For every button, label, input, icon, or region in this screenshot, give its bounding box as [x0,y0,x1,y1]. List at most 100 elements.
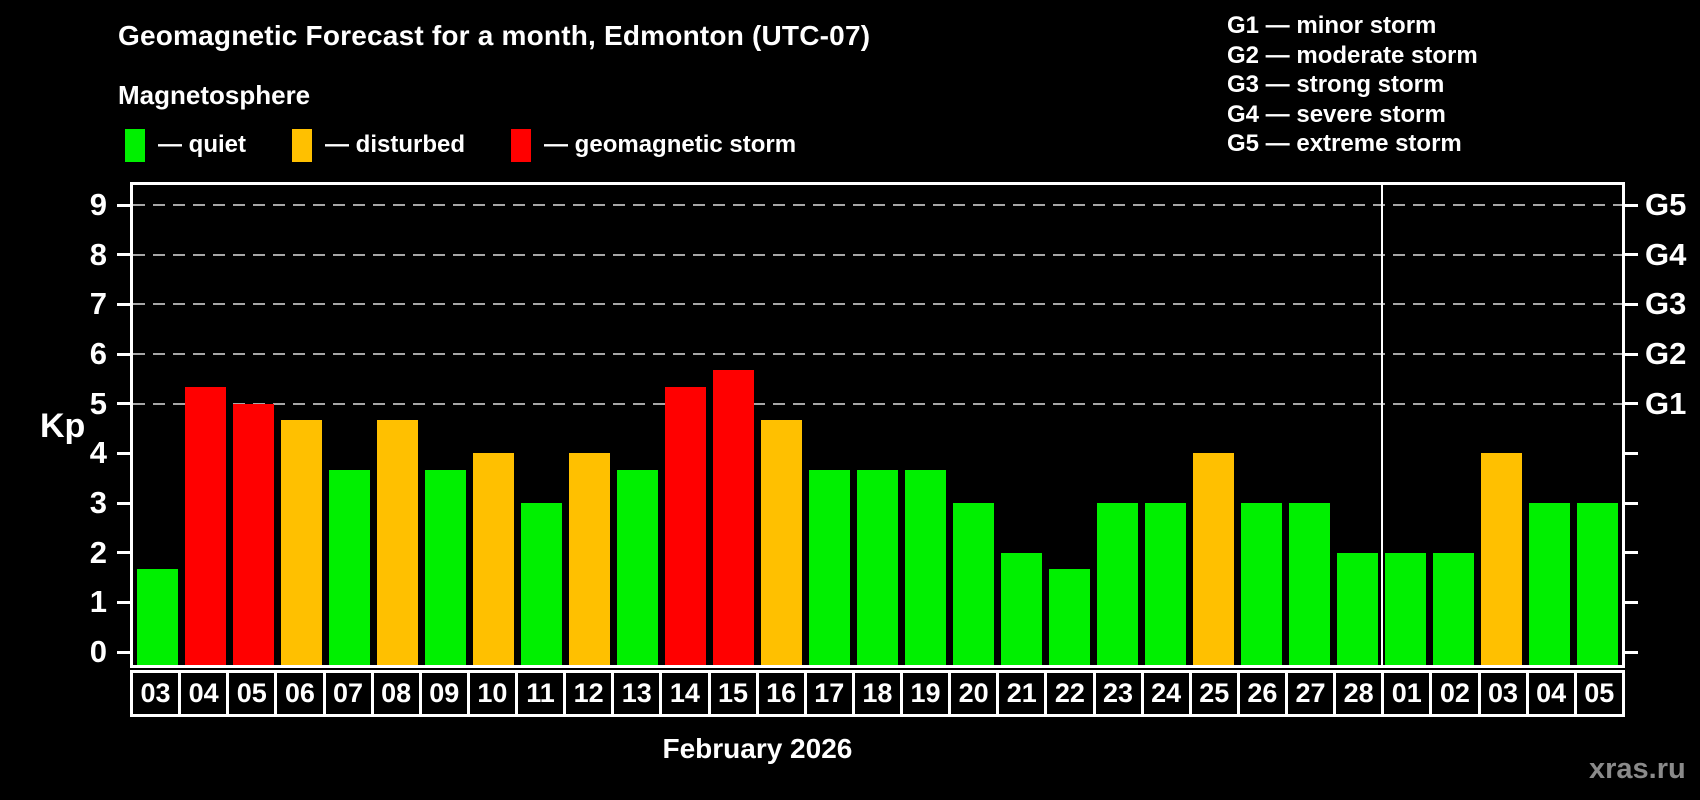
day-label-cell-mar-01: 01 [1381,670,1433,717]
legend-item-storm: — geomagnetic storm [511,128,797,162]
y-tick-label-9: 9 [89,187,107,222]
kp-bar-18 [856,469,898,665]
g-scale-legend: G1 — minor storm G2 — moderate storm G3 — … [1227,11,1478,159]
kp-bar-12 [568,453,610,665]
month-label: February 2026 [662,733,853,764]
magnetosphere-heading: Magnetosphere [118,80,311,110]
left-tick-kp-5 [117,402,130,406]
right-tick-kp-8 [1625,253,1638,257]
kp-bar-26 [1241,503,1283,665]
watermark: xras.ru [1589,753,1686,785]
kp-bar-11 [520,503,562,665]
day-label-cell-feb-19: 19 [900,670,952,717]
kp-bar-06 [280,420,322,665]
kp-bar-03 [1481,453,1523,665]
day-label-cell-feb-23: 23 [1092,670,1144,717]
day-label-cell-feb-07: 07 [322,670,374,717]
g-axis-label-g5: G5 [1645,187,1687,222]
gridline-kp-7 [133,303,1622,306]
g-axis-label-g4: G4 [1645,236,1687,272]
g-axis-label-g2: G2 [1645,336,1687,371]
day-label-cell-feb-06: 06 [274,670,326,717]
right-tick-kp-9 [1625,203,1638,207]
g-axis-label-g3: G3 [1645,286,1687,322]
plot-area [130,182,1625,668]
left-tick-kp-3 [117,501,130,505]
right-tick-kp-2 [1625,551,1638,555]
kp-bar-09 [424,469,466,665]
kp-bar-19 [905,469,947,665]
kp-bar-03 [136,569,178,665]
day-label-cell-feb-13: 13 [611,670,663,717]
legend-item-disturbed: — disturbed [292,128,466,162]
day-label-cell-mar-02: 02 [1429,670,1481,717]
legend-label-storm: — geomagnetic storm [544,131,797,158]
g-scale-legend-line-4: G4 — severe storm [1227,100,1446,128]
day-label-cell-feb-09: 09 [418,670,470,717]
x-axis-day-labels: 03 04 05 06 07 08 09 10 11 12 13 14 15 16 17 18 19 20 21 22… [130,670,1625,717]
kp-bar-04 [1529,503,1571,665]
legend-label-quiet: — quiet [158,131,246,158]
kp-bar-07 [328,469,370,665]
g-axis-label-g1: G1 [1645,385,1687,421]
y-tick-label-7: 7 [89,286,107,322]
left-tick-kp-2 [117,551,130,555]
day-label-cell-feb-15: 15 [707,670,759,717]
day-label-cell-feb-18: 18 [851,670,903,717]
left-tick-kp-9 [117,203,130,207]
kp-bar-24 [1145,503,1187,665]
g-scale-legend-line-2: G2 — moderate storm [1227,41,1478,69]
legend-swatch-storm [511,128,532,162]
gridline-kp-6 [133,353,1622,355]
legend-swatch-quiet [125,128,145,162]
plot-inner [133,185,1622,665]
y-tick-label-4: 4 [89,435,107,471]
left-tick-kp-4 [117,451,130,455]
kp-bar-01 [1385,552,1427,665]
kp-bar-25 [1193,453,1235,665]
kp-bar-05 [1577,503,1619,665]
day-label-cell-mar-05: 05 [1573,670,1625,717]
kp-bar-14 [664,387,706,665]
right-tick-kp-7 [1625,302,1638,306]
day-label-cell-feb-10: 10 [466,670,518,717]
day-label-cell-feb-17: 17 [803,670,855,717]
y-tick-label-8: 8 [89,236,107,272]
y-tick-label-5: 5 [89,385,107,421]
kp-bar-04 [184,387,226,665]
day-label-cell-feb-27: 27 [1285,670,1337,717]
day-label-cell-mar-04: 04 [1525,670,1577,717]
day-label-cell-feb-20: 20 [948,670,1000,717]
g-scale-legend-line-1: G1 — minor storm [1227,12,1437,39]
legend-label-disturbed: — disturbed [325,131,466,158]
day-label-cell-feb-22: 22 [1044,670,1096,717]
gridline-kp-8 [133,253,1622,256]
day-label-cell-feb-16: 16 [755,670,807,717]
y-tick-label-6: 6 [89,336,107,371]
day-label-cell-feb-03: 03 [130,670,182,717]
kp-bar-28 [1337,552,1379,665]
day-label-cell-feb-14: 14 [659,670,711,717]
y-tick-label-2: 2 [89,534,107,570]
kp-bar-22 [1049,569,1091,665]
kp-bar-13 [616,469,658,665]
month-divider-line [1380,185,1383,665]
right-tick-kp-6 [1625,352,1638,356]
y-tick-label-0: 0 [89,634,107,669]
gridline-kp-9 [133,204,1622,206]
day-label-cell-feb-24: 24 [1140,670,1192,717]
legend-swatch-disturbed [292,128,312,162]
right-tick-kp-1 [1625,600,1638,604]
g-scale-legend-line-3: G3 — strong storm [1227,71,1445,98]
right-tick-kp-3 [1625,501,1638,505]
left-tick-kp-6 [117,352,130,356]
left-tick-kp-0 [117,650,130,654]
kp-bar-20 [953,503,995,665]
day-label-cell-feb-04: 04 [178,670,230,717]
kp-bar-16 [760,420,802,665]
kp-bar-15 [712,370,754,665]
right-tick-kp-0 [1625,650,1638,654]
kp-bar-08 [376,420,418,665]
kp-bar-05 [232,403,274,665]
